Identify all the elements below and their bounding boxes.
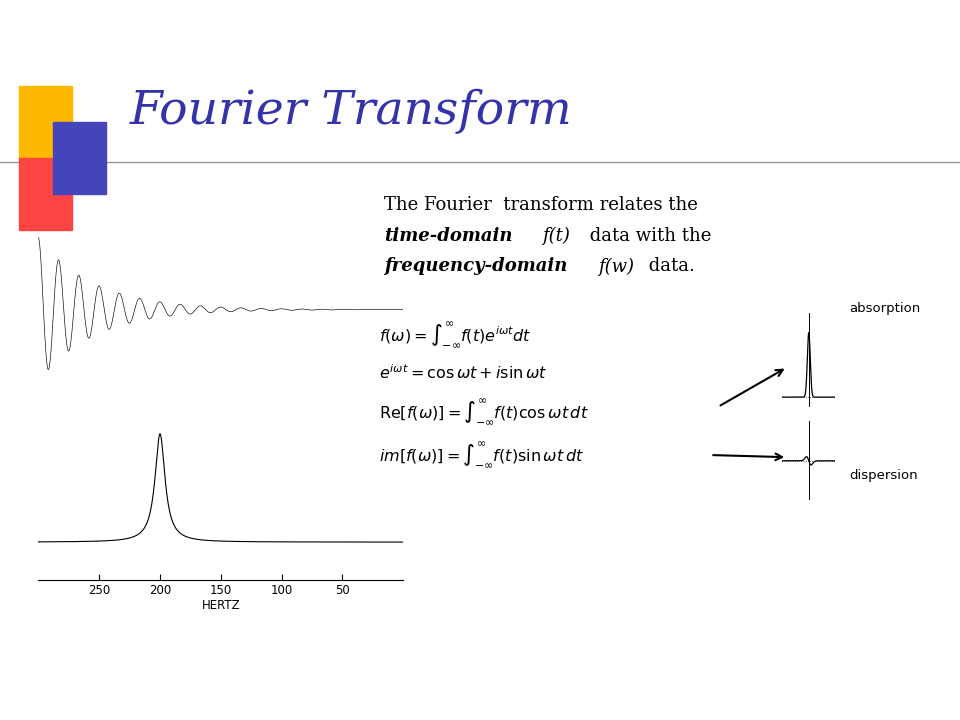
Text: data.: data. (643, 257, 695, 275)
Text: frequency-domain: frequency-domain (384, 257, 567, 275)
Text: The Fourier  transform relates the: The Fourier transform relates the (384, 197, 698, 215)
Bar (19, 158, 72, 230)
Bar (19, 86, 72, 158)
Text: data with the: data with the (584, 227, 711, 245)
Text: f(t): f(t) (542, 227, 570, 246)
Text: absorption: absorption (850, 302, 921, 315)
Text: $\mathrm{Re}[f(\omega)] = \int_{-\infty}^{\infty} f(t)\cos\omega t\,dt$: $\mathrm{Re}[f(\omega)] = \int_{-\infty}… (379, 397, 589, 427)
Text: dispersion: dispersion (850, 469, 918, 482)
Bar (53, 122, 106, 194)
Text: $e^{i\omega t} = \cos\omega t + i\sin\omega t$: $e^{i\omega t} = \cos\omega t + i\sin\om… (379, 363, 548, 382)
X-axis label: HERTZ: HERTZ (202, 599, 240, 612)
Text: f(w): f(w) (598, 257, 635, 276)
Text: time-domain: time-domain (384, 227, 513, 245)
Text: Fourier Transform: Fourier Transform (130, 89, 572, 134)
Text: $f(\omega) = \int_{-\infty}^{\infty} f(t)e^{i\omega t}dt$: $f(\omega) = \int_{-\infty}^{\infty} f(t… (379, 320, 532, 350)
Text: $im[f(\omega)] = \int_{-\infty}^{\infty} f(t)\sin\omega t\,dt$: $im[f(\omega)] = \int_{-\infty}^{\infty}… (379, 440, 585, 470)
